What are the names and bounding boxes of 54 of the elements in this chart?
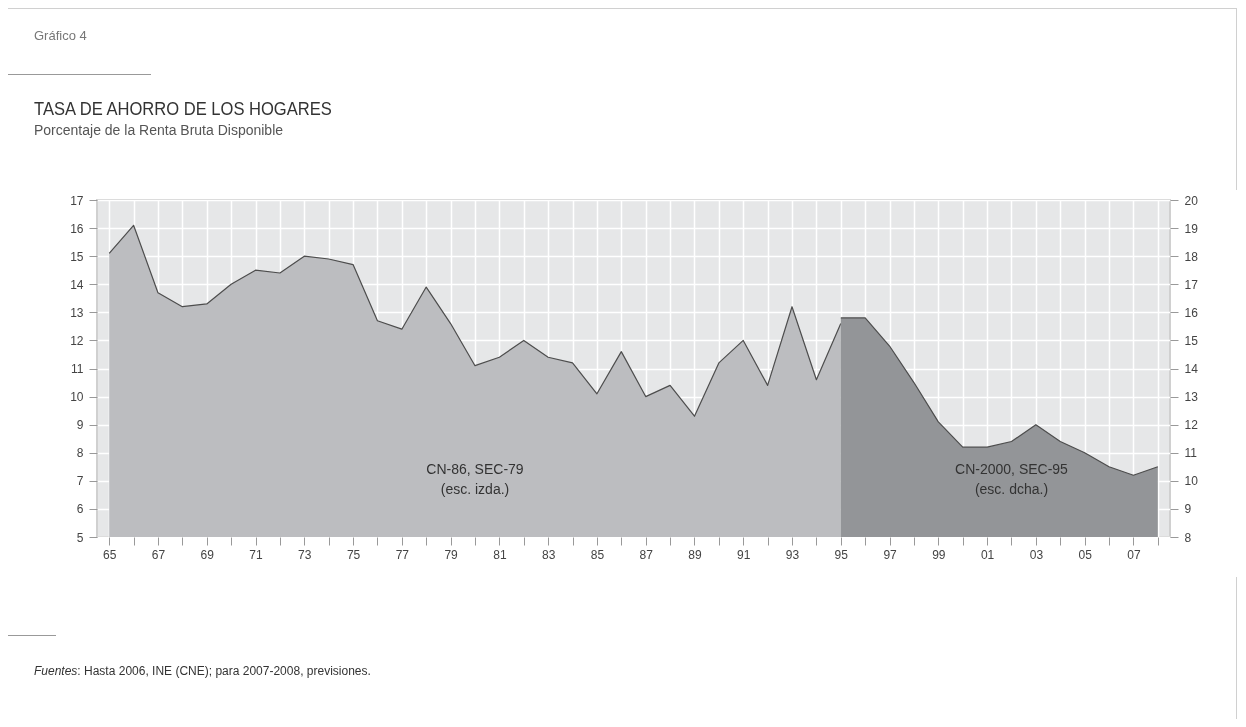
y2-tick-label: 17 (1184, 277, 1199, 292)
y2-tick-label: 14 (1184, 362, 1199, 376)
y-tick-label: 5 (76, 530, 84, 545)
x-tick-label: 03 (1029, 547, 1044, 562)
x-tick-label: 65 (103, 547, 117, 562)
chart-subtitle: Porcentaje de la Renta Bruta Disponible (34, 122, 284, 138)
y2-tick-label: 15 (1184, 333, 1199, 348)
y-tick-label: 7 (76, 474, 84, 489)
x-tick-label: 99 (932, 547, 946, 562)
y-tick-label: 9 (76, 418, 84, 433)
y-tick-label: 17 (70, 193, 84, 208)
y2-tick-label: 12 (1184, 418, 1199, 433)
x-tick-label: 83 (541, 547, 556, 562)
y-tick-label: 6 (76, 502, 84, 517)
x-tick-label: 91 (737, 547, 751, 562)
y-tick-label: 14 (70, 277, 84, 292)
x-tick-label: 81 (493, 547, 507, 562)
x-tick-label: 73 (298, 547, 312, 562)
y-tick-label: 10 (70, 390, 84, 405)
x-tick-label: 05 (1078, 547, 1093, 562)
y2-tick-label: 8 (1184, 530, 1192, 545)
text: Gráfico 4 (34, 28, 87, 43)
y-tick-label: 13 (70, 305, 84, 320)
y-tick-label: 15 (70, 249, 84, 264)
x-tick-label: 79 (444, 547, 459, 562)
y2-tick-label: 13 (1184, 390, 1199, 405)
y2-tick-label: 10 (1184, 474, 1199, 489)
x-tick-label: 07 (1127, 547, 1141, 562)
y-tick-label: 11 (71, 362, 84, 376)
chart-title: TASA DE AHORRO DE LOS HOGARES (34, 99, 332, 120)
series-label: CN-2000, SEC-95 (esc. dcha.) (955, 460, 1069, 497)
y2-tick-label: 18 (1184, 249, 1199, 264)
y2-tick-label: 9 (1184, 502, 1192, 517)
x-tick-label: 01 (980, 547, 995, 562)
x-tick-label: 77 (395, 547, 410, 562)
y2-tick-label: 19 (1184, 221, 1199, 236)
y-tick-label: 12 (70, 333, 84, 348)
y-tick-label: 8 (76, 446, 84, 461)
y-tick-label: 16 (70, 221, 84, 236)
x-tick-label: 89 (688, 547, 702, 562)
y2-tick-label: 16 (1184, 305, 1199, 320)
x-tick-label: 67 (151, 547, 166, 562)
x-tick-label: 75 (346, 547, 361, 562)
series-label: CN-86, SEC-79 (esc. izda.) (426, 460, 524, 497)
x-tick-label: 69 (200, 547, 215, 562)
x-tick-label: 97 (883, 547, 898, 562)
x-tick-label: 71 (249, 547, 264, 562)
x-tick-label: 87 (639, 547, 654, 562)
y2-tick-label: 11 (1184, 446, 1198, 461)
y2-tick-label: 20 (1184, 193, 1199, 208)
x-tick-label: 93 (785, 547, 800, 562)
x-tick-label: 85 (590, 547, 605, 562)
x-tick-label: 95 (834, 547, 849, 562)
source-note: Fuentes: Hasta 2006, INE (CNE); para 2007-2008, previsiones. (34, 664, 371, 678)
